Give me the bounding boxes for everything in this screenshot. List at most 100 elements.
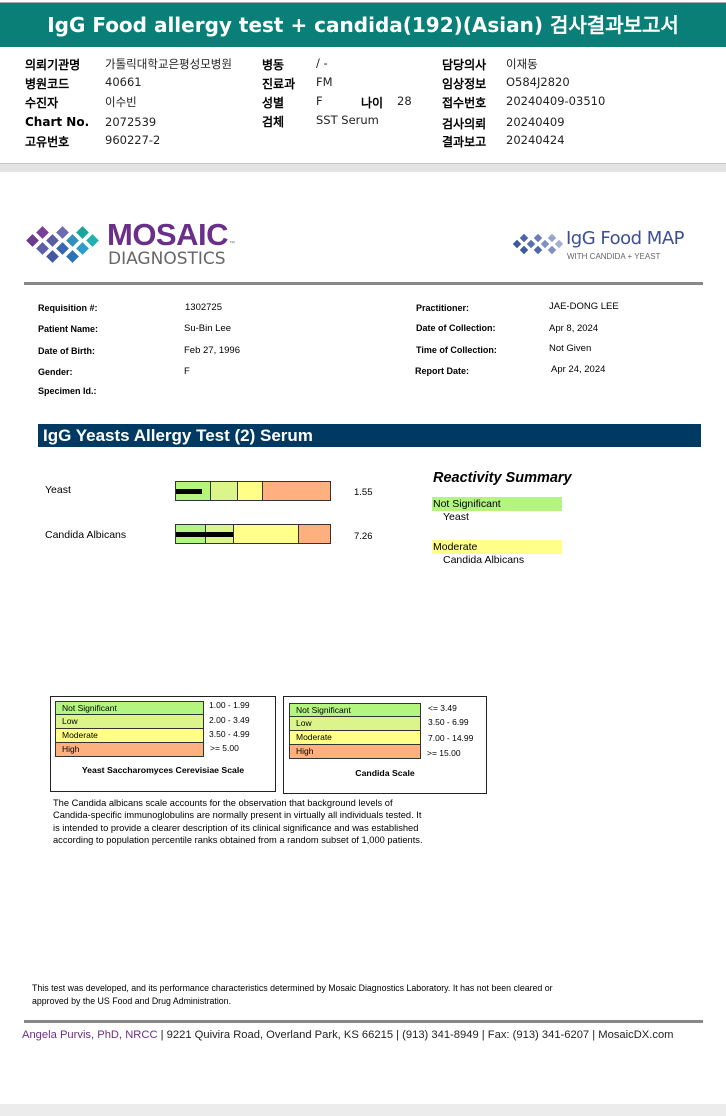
bar-segment-high bbox=[299, 525, 330, 543]
patient-label: Specimen Id.: bbox=[38, 386, 97, 396]
info-value: 20240409 bbox=[506, 115, 565, 129]
patient-label: Requisition #: bbox=[38, 303, 98, 313]
info-label: 병동 bbox=[262, 58, 285, 72]
result-name: Candida Albicans bbox=[45, 529, 127, 541]
info-label: 검사의뢰 bbox=[442, 117, 487, 131]
section-title: IgG Yeasts Allergy Test (2) Serum bbox=[38, 424, 701, 447]
info-value: SST Serum bbox=[316, 113, 379, 127]
info-value: FM bbox=[316, 75, 333, 89]
foodmap-logo-icon bbox=[512, 230, 564, 260]
mosaic-logo-icon bbox=[24, 222, 99, 272]
result-name: Yeast bbox=[45, 484, 71, 496]
patient-value: Apr 24, 2024 bbox=[551, 364, 606, 375]
scale-range: >= 5.00 bbox=[210, 743, 239, 753]
patient-label: Time of Collection: bbox=[416, 345, 497, 355]
scale-range: 2.00 - 3.49 bbox=[209, 715, 250, 725]
summary-item: Yeast bbox=[443, 511, 469, 523]
divider bbox=[24, 1020, 703, 1023]
result-value: 7.26 bbox=[354, 531, 373, 542]
scale-range: <= 3.49 bbox=[428, 703, 457, 713]
info-value: 20240424 bbox=[506, 133, 565, 147]
info-label: Chart No. bbox=[25, 115, 90, 129]
scale-legend: Not Significant Low Moderate High bbox=[55, 701, 204, 757]
patient-value: JAE-DONG LEE bbox=[549, 301, 619, 312]
divider bbox=[24, 282, 703, 285]
disclaimer-line: approved by the US Food and Drug Adminis… bbox=[32, 995, 232, 1006]
mosaic-logo-text: MOSAIC bbox=[107, 217, 229, 252]
footer-signer: Angela Purvis, PhD, NRCC bbox=[22, 1029, 158, 1041]
patient-value: 1302725 bbox=[185, 302, 222, 313]
bar-segment-moderate bbox=[234, 525, 299, 543]
note-line: according to population percentile ranks… bbox=[53, 834, 423, 845]
age-label: 나이 bbox=[361, 96, 384, 110]
report-title: IgG Food allergy test + candida(192)(Asi… bbox=[0, 2, 726, 47]
scale-row: Not Significant bbox=[55, 701, 204, 715]
info-value: 가톨릭대학교은평성모병원 bbox=[105, 57, 232, 71]
patient-label: Date of Birth: bbox=[38, 346, 95, 356]
info-label: 접수번호 bbox=[442, 96, 487, 110]
info-value: O584J2820 bbox=[506, 75, 570, 89]
bar-segment-high bbox=[263, 482, 330, 500]
scale-title: Yeast Saccharomyces Cerevisiae Scale bbox=[81, 765, 245, 775]
scale-range: 7.00 - 14.99 bbox=[428, 733, 474, 743]
disclaimer: This test was developed, and its perform… bbox=[32, 982, 553, 1007]
summary-item: Candida Albicans bbox=[443, 554, 525, 566]
info-label: 고유번호 bbox=[25, 135, 70, 149]
info-value: 40661 bbox=[105, 75, 142, 89]
result-marker bbox=[176, 489, 202, 494]
scale-range: 3.50 - 6.99 bbox=[428, 717, 469, 727]
note-line: Candida-specific immunoglobulins are nor… bbox=[53, 810, 422, 821]
age-value: 28 bbox=[397, 94, 412, 108]
scale-legend: Not Significant Low Moderate High bbox=[289, 703, 421, 759]
footer: Angela Purvis, PhD, NRCC | 9221 Quivira … bbox=[22, 1029, 674, 1041]
patient-label: Patient Name: bbox=[38, 324, 99, 334]
info-label: 검체 bbox=[262, 115, 285, 129]
result-value: 1.55 bbox=[354, 487, 373, 498]
candida-scale-box: Not Significant Low Moderate High <= 3.4… bbox=[283, 696, 487, 794]
info-value: 2072539 bbox=[105, 115, 157, 129]
scale-range: 1.00 - 1.99 bbox=[209, 700, 250, 710]
patient-value: Feb 27, 1996 bbox=[184, 345, 240, 356]
page-bottom bbox=[0, 1104, 726, 1116]
trademark: ™ bbox=[229, 241, 235, 247]
info-value: F bbox=[316, 94, 323, 108]
footer-contact: | 9221 Quivira Road, Overland Park, KS 6… bbox=[157, 1029, 674, 1041]
foodmap-logo-text: IgG Food MAP bbox=[566, 228, 685, 249]
bar-segment-low bbox=[211, 482, 238, 500]
divider bbox=[0, 163, 726, 172]
info-value: 이재동 bbox=[506, 57, 538, 71]
disclaimer-line: This test was developed, and its perform… bbox=[32, 983, 553, 993]
foodmap-logo-subtext: WITH CANDIDA + YEAST bbox=[567, 252, 661, 261]
info-value: 960227-2 bbox=[105, 133, 161, 147]
info-label: 수진자 bbox=[25, 96, 59, 110]
scale-row: High bbox=[289, 745, 421, 759]
note-line: is intended to provide a clearer descrip… bbox=[53, 822, 419, 833]
patient-label: Date of Collection: bbox=[416, 323, 496, 333]
summary-level-moderate: Moderate bbox=[432, 540, 562, 554]
info-label: 임상정보 bbox=[442, 77, 487, 91]
yeast-scale-box: Not Significant Low Moderate High 1.00 -… bbox=[50, 696, 276, 792]
info-value: / - bbox=[316, 56, 328, 70]
info-label: 진료과 bbox=[262, 77, 296, 91]
info-label: 성별 bbox=[262, 96, 285, 110]
info-label: 의뢰기관명 bbox=[25, 58, 81, 72]
scale-range: >= 15.00 bbox=[427, 748, 461, 758]
scale-row: Low bbox=[55, 715, 204, 729]
patient-label: Gender: bbox=[38, 367, 73, 377]
yeast-reactivity-bar bbox=[175, 481, 331, 501]
mosaic-logo-wordmark: MOSAIC ™ bbox=[107, 217, 235, 252]
note-line: The Candida albicans scale accounts for … bbox=[53, 798, 393, 808]
patient-label: Practitioner: bbox=[416, 303, 470, 313]
scale-row: Not Significant bbox=[289, 703, 421, 717]
scale-row: High bbox=[55, 743, 204, 757]
info-value: 20240409-03510 bbox=[506, 94, 606, 108]
scale-range: 3.50 - 4.99 bbox=[209, 729, 250, 739]
mosaic-logo-subtext: DIAGNOSTICS bbox=[108, 249, 226, 269]
result-marker bbox=[176, 532, 233, 537]
patient-value: Not Given bbox=[549, 343, 592, 354]
info-value: 이수빈 bbox=[105, 95, 137, 109]
summary-level-not-significant: Not Significant bbox=[432, 497, 562, 511]
info-label: 결과보고 bbox=[442, 135, 487, 149]
candida-note: The Candida albicans scale accounts for … bbox=[53, 797, 423, 846]
bar-segment-moderate bbox=[238, 482, 263, 500]
